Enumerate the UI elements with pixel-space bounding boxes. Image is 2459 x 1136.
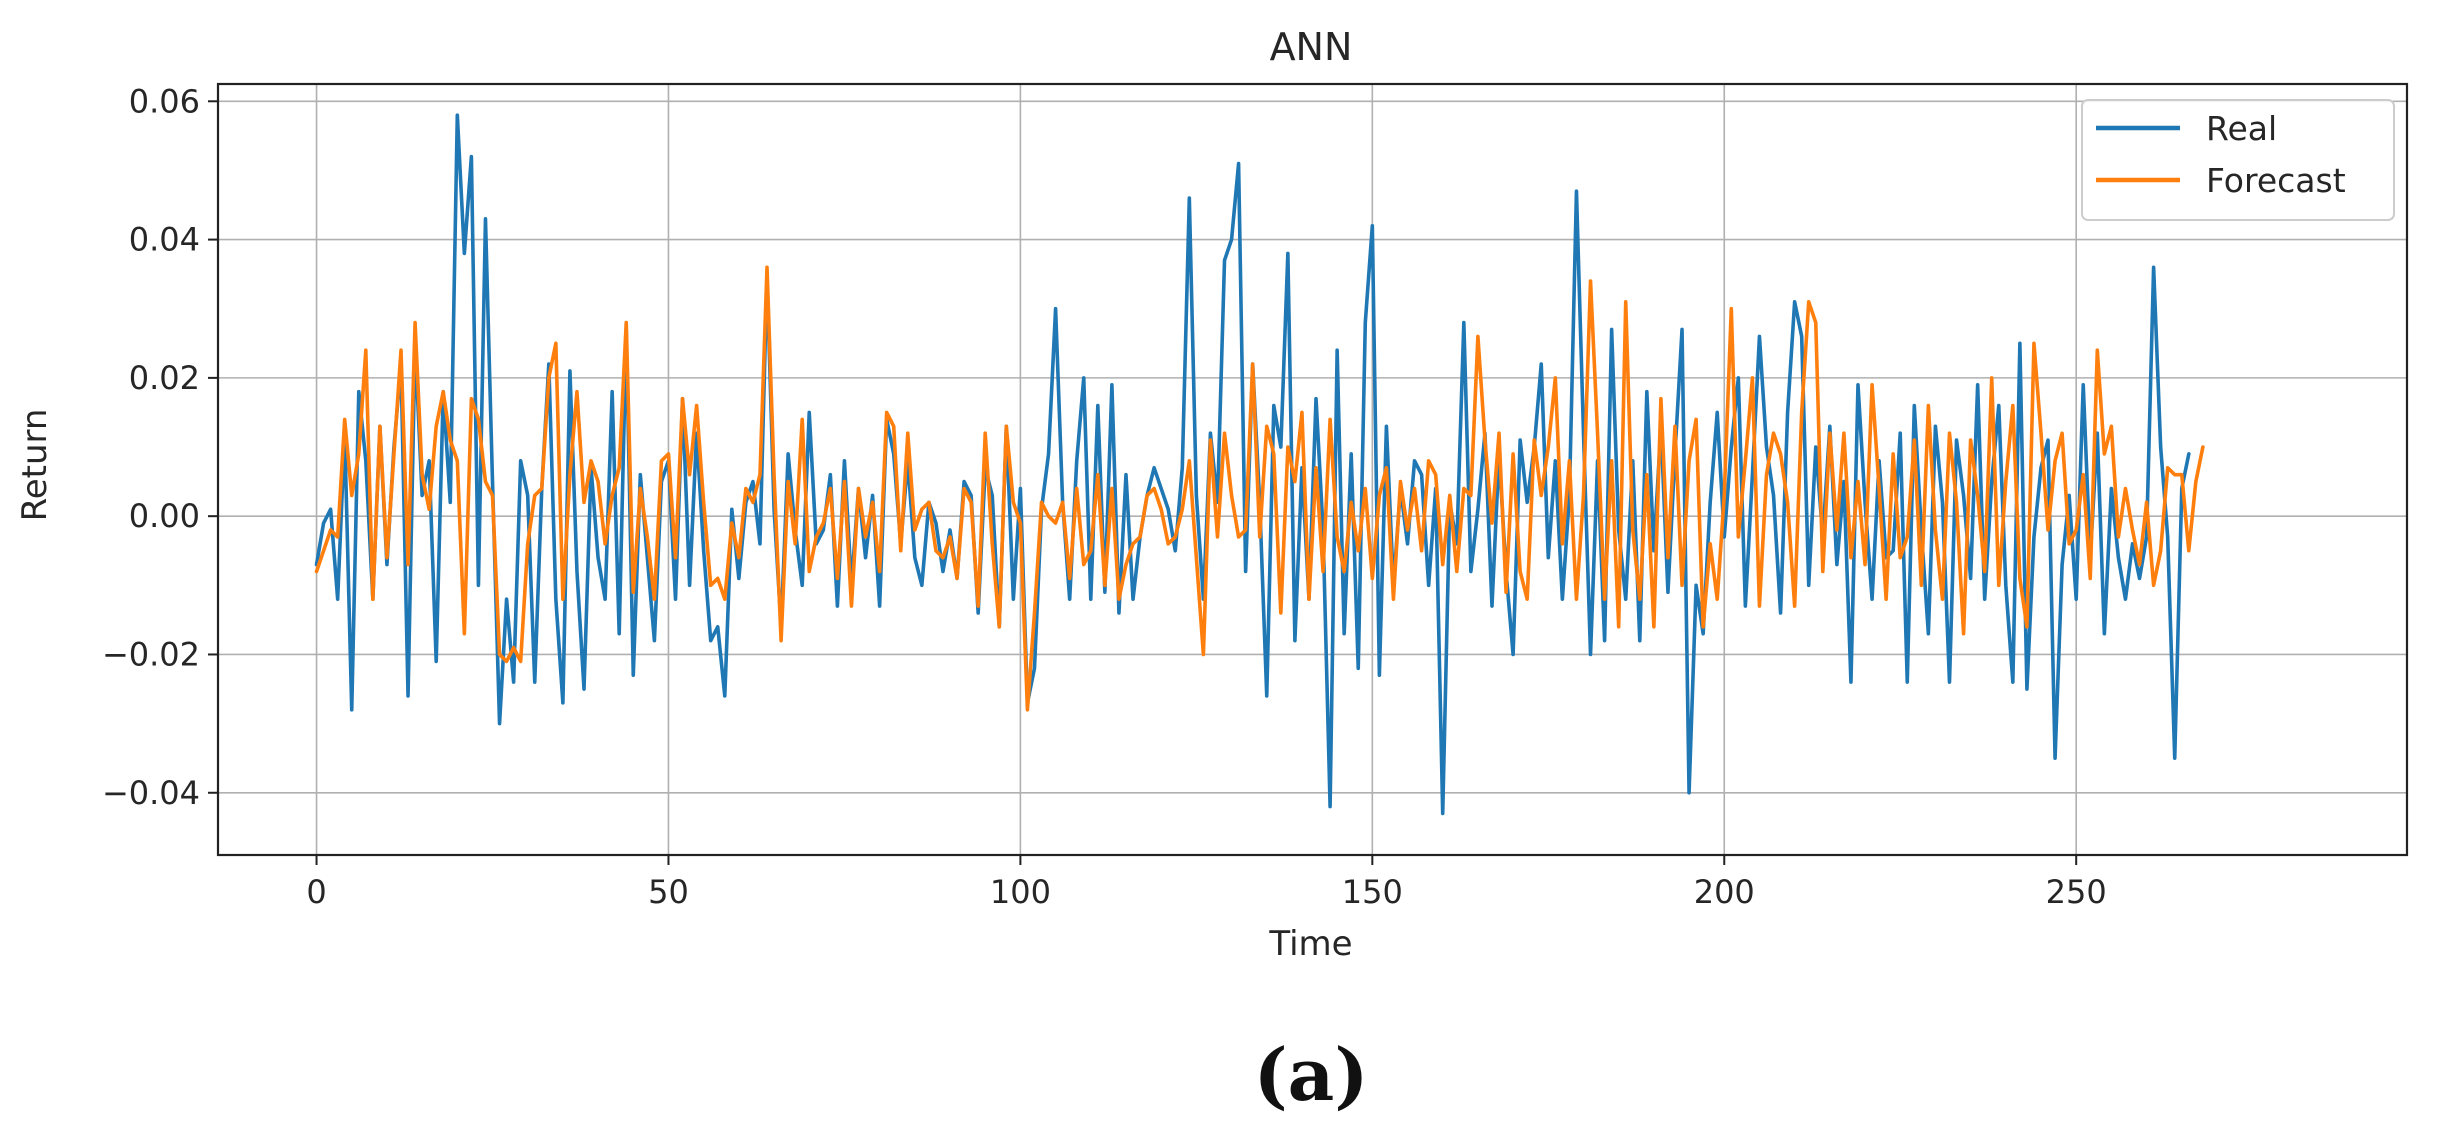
series-lines — [314, 113, 2205, 816]
y-tick-label: 0.04 — [129, 221, 200, 259]
panel-label: (a) — [1254, 1032, 1369, 1117]
y-tick-label: −0.04 — [102, 774, 200, 812]
y-tick-label: 0.02 — [129, 359, 200, 397]
chart-title: ANN — [1270, 25, 1353, 69]
legend-label-forecast: Forecast — [2206, 161, 2346, 200]
x-axis-ticks: 0 50 100 150 200 250 — [306, 855, 2107, 911]
x-tick-label: 250 — [2046, 873, 2107, 911]
x-axis-title: Time — [1268, 924, 1352, 964]
y-axis-ticks: −0.04 −0.02 0.00 0.02 0.04 0.06 — [102, 82, 218, 812]
x-tick-label: 100 — [990, 873, 1051, 911]
series-line-forecast — [314, 265, 2205, 712]
y-tick-label: 0.00 — [129, 497, 200, 535]
legend-label-real: Real — [2206, 109, 2277, 148]
x-tick-label: 0 — [306, 873, 326, 911]
y-tick-label: 0.06 — [129, 82, 200, 120]
x-tick-label: 200 — [1694, 873, 1755, 911]
y-axis-title: Return — [15, 409, 55, 522]
x-tick-label: 150 — [1342, 873, 1403, 911]
plot-frame — [216, 82, 2409, 857]
x-tick-label: 50 — [648, 873, 689, 911]
y-tick-label: −0.02 — [102, 635, 200, 673]
legend: Real Forecast — [2081, 99, 2395, 221]
